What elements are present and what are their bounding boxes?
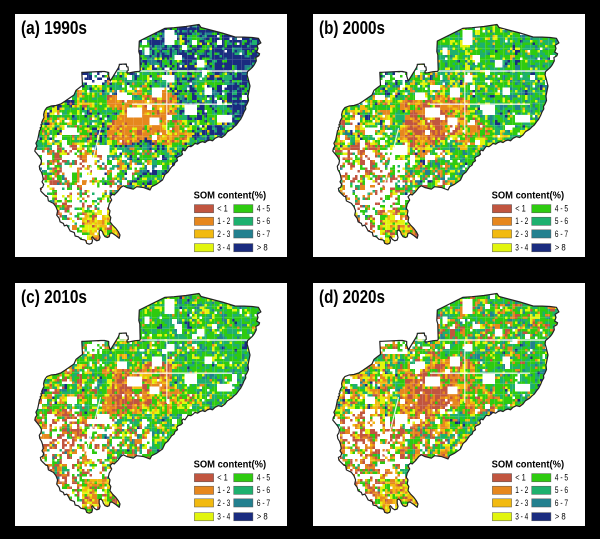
- svg-text:4 - 5: 4 - 5: [555, 473, 569, 483]
- svg-text:3 - 4: 3 - 4: [217, 243, 230, 253]
- svg-text:1 - 2: 1 - 2: [515, 485, 528, 495]
- svg-text:SOM content(%): SOM content(%): [492, 189, 564, 201]
- svg-text:< 1: < 1: [217, 473, 228, 483]
- svg-text:SOM content(%): SOM content(%): [194, 189, 267, 201]
- svg-text:3 - 4: 3 - 4: [217, 512, 230, 522]
- svg-text:(c) 2010s: (c) 2010s: [21, 287, 87, 307]
- svg-text:< 1: < 1: [515, 473, 526, 483]
- svg-text:1 - 2: 1 - 2: [217, 216, 230, 226]
- svg-text:5 - 6: 5 - 6: [555, 485, 569, 495]
- svg-text:(a) 1990s: (a) 1990s: [21, 18, 87, 38]
- svg-text:(d) 2020s: (d) 2020s: [319, 287, 385, 307]
- svg-text:3 - 4: 3 - 4: [515, 512, 528, 522]
- svg-text:> 8: > 8: [257, 512, 268, 522]
- svg-text:6 - 7: 6 - 7: [257, 498, 271, 508]
- svg-text:2 - 3: 2 - 3: [515, 229, 528, 239]
- svg-text:2 - 3: 2 - 3: [515, 498, 528, 508]
- svg-text:6 - 7: 6 - 7: [555, 229, 569, 239]
- svg-text:SOM content(%): SOM content(%): [194, 458, 267, 470]
- svg-text:2 - 3: 2 - 3: [217, 229, 230, 239]
- svg-text:> 8: > 8: [555, 512, 566, 522]
- svg-text:> 8: > 8: [555, 243, 566, 253]
- svg-text:1 - 2: 1 - 2: [515, 216, 528, 226]
- svg-text:6 - 7: 6 - 7: [555, 498, 569, 508]
- svg-text:6 - 7: 6 - 7: [257, 229, 271, 239]
- svg-text:< 1: < 1: [515, 204, 526, 214]
- svg-text:4 - 5: 4 - 5: [257, 473, 271, 483]
- svg-text:SOM content(%): SOM content(%): [492, 458, 564, 470]
- svg-text:> 8: > 8: [257, 243, 268, 253]
- svg-text:< 1: < 1: [217, 204, 228, 214]
- svg-text:4 - 5: 4 - 5: [555, 204, 569, 214]
- svg-text:5 - 6: 5 - 6: [555, 216, 569, 226]
- svg-text:3 - 4: 3 - 4: [515, 243, 528, 253]
- svg-text:5 - 6: 5 - 6: [257, 485, 271, 495]
- svg-text:(b) 2000s: (b) 2000s: [319, 18, 385, 38]
- svg-text:5 - 6: 5 - 6: [257, 216, 271, 226]
- svg-text:1 - 2: 1 - 2: [217, 485, 230, 495]
- svg-text:2 - 3: 2 - 3: [217, 498, 230, 508]
- svg-text:4 - 5: 4 - 5: [257, 204, 271, 214]
